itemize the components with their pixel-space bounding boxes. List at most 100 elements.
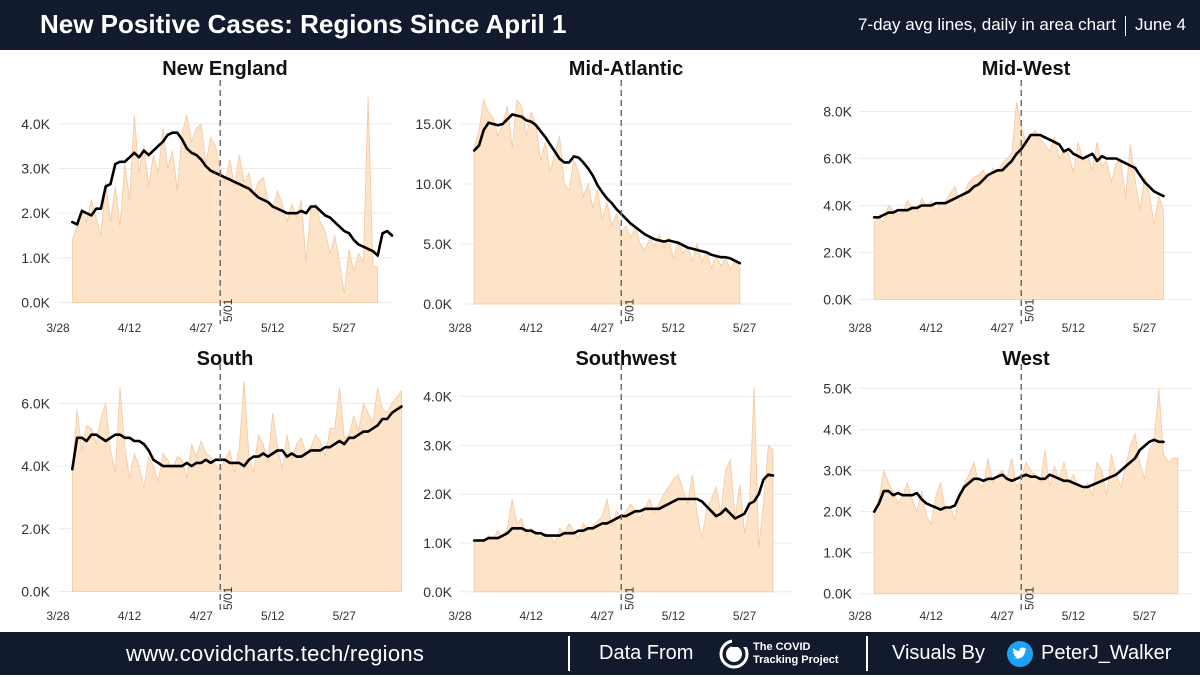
- visuals-by-label: Visuals By: [892, 642, 986, 664]
- x-tick-label: 4/27: [991, 609, 1015, 623]
- reference-line-label: 5/01: [1022, 298, 1036, 322]
- y-tick-label: 0.0K: [21, 583, 50, 599]
- x-tick-label: 4/12: [519, 609, 543, 623]
- daily-cases-area: [71, 96, 379, 303]
- y-tick-label: 0.0K: [423, 296, 452, 312]
- site-url-link[interactable]: www.covidcharts.tech/regions: [126, 641, 425, 666]
- panel-new-england: New England 0.0K 1.0K 2.0K 3.0K 4.0K 5/01 3/28 4…: [21, 58, 394, 335]
- y-tick-label: 3.0K: [423, 437, 452, 453]
- x-tick-label: 4/12: [519, 321, 543, 335]
- subtitle-divider: [1124, 15, 1126, 36]
- y-tick-label: 3.0K: [21, 160, 50, 176]
- y-tick-label: 1.0K: [21, 250, 50, 266]
- y-tick-label: 4.0K: [21, 116, 50, 132]
- y-tick-label: 2.0K: [423, 486, 452, 502]
- ctp-line-2: Tracking Project: [753, 654, 839, 666]
- y-tick-label: 4.0K: [423, 388, 452, 404]
- y-tick-label: 0.0K: [21, 295, 50, 311]
- footer-divider: [866, 636, 868, 671]
- x-tick-label: 5/12: [1062, 609, 1086, 623]
- daily-cases-area: [473, 98, 741, 305]
- x-tick-label: 4/27: [189, 609, 213, 623]
- ctp-line-1: The COVID: [753, 641, 811, 653]
- y-tick-label: 4.0K: [823, 198, 852, 214]
- subtitle-note: 7-day avg lines, daily in area chart: [857, 15, 1116, 34]
- data-from-label: Data From: [599, 642, 694, 664]
- y-tick-label: 0.0K: [823, 586, 852, 602]
- panel-west: West 0.0K 1.0K 2.0K 3.0K 4.0K 5.0K 5/01 3/28 4/12…: [823, 348, 1192, 623]
- y-tick-label: 4.0K: [823, 421, 852, 437]
- covid-tracking-project-logo[interactable]: The COVID Tracking Project: [719, 636, 844, 672]
- x-tick-label: 3/28: [46, 609, 70, 623]
- footer-bar: www.covidcharts.tech/regions Data From T…: [0, 632, 1200, 675]
- y-tick-label: 2.0K: [21, 521, 50, 537]
- seven-day-average-line: [472, 113, 742, 265]
- x-tick-label: 5/27: [733, 321, 757, 335]
- x-tick-label: 5/27: [333, 609, 357, 623]
- x-tick-label: 4/12: [919, 321, 943, 335]
- seven-day-average-line: [472, 473, 775, 542]
- y-tick-label: 4.0K: [21, 458, 50, 474]
- panel-south: South 0.0K 2.0K 4.0K 6.0K 5/01 3/28 4/12 4/27 5/1…: [21, 348, 403, 623]
- header-bar: New Positive Cases: Regions Since April …: [0, 0, 1200, 50]
- x-tick-label: 5/27: [1133, 609, 1157, 623]
- covid-tracking-project-name: The COVID Tracking Project: [753, 641, 839, 667]
- panel-title: Southwest: [575, 348, 676, 370]
- x-tick-label: 5/12: [261, 321, 285, 335]
- daily-cases-area: [873, 388, 1179, 595]
- reference-line-label: 5/01: [1022, 586, 1036, 610]
- y-tick-label: 1.0K: [823, 545, 852, 561]
- subtitle-date: June 4: [1134, 15, 1186, 34]
- y-tick-label: 10.0K: [415, 176, 452, 192]
- seven-day-average-line: [71, 131, 394, 257]
- page-subtitle: 7-day avg lines, daily in area chart June…: [858, 15, 1186, 36]
- panel-title: West: [1002, 348, 1050, 370]
- y-tick-label: 5.0K: [423, 236, 452, 252]
- panel-mid-west: Mid-West 0.0K 2.0K 4.0K 6.0K 8.0K 5/01 3/28 4/12…: [823, 58, 1192, 335]
- x-tick-label: 4/27: [591, 321, 615, 335]
- x-tick-label: 5/27: [1133, 321, 1157, 335]
- covid-tracking-project-icon: [719, 638, 749, 669]
- x-tick-label: 4/27: [189, 321, 213, 335]
- x-tick-label: 3/28: [448, 609, 472, 623]
- daily-cases-area: [71, 381, 402, 592]
- twitter-handle[interactable]: PeterJ_Walker: [1041, 642, 1172, 664]
- daily-cases-area: [473, 386, 774, 593]
- x-tick-label: 4/12: [118, 321, 142, 335]
- panel-title: South: [197, 348, 254, 370]
- y-tick-label: 1.0K: [423, 535, 452, 551]
- x-tick-label: 5/27: [333, 321, 357, 335]
- reference-line-label: 5/01: [622, 586, 636, 610]
- twitter-icon[interactable]: [1007, 641, 1033, 667]
- x-tick-label: 3/28: [46, 321, 70, 335]
- small-multiples-chart: New England 0.0K 1.0K 2.0K 3.0K 4.0K 5/01 3/28 4…: [21, 58, 1192, 623]
- x-tick-label: 4/27: [591, 609, 615, 623]
- x-tick-label: 3/28: [848, 321, 872, 335]
- panel-title: Mid-West: [982, 58, 1071, 80]
- y-tick-label: 15.0K: [415, 116, 452, 132]
- panel-mid-atlantic: Mid-Atlantic 0.0K 5.0K 10.0K 15.0K 5/01 3/28 4/…: [415, 58, 792, 335]
- x-tick-label: 5/12: [662, 321, 686, 335]
- x-tick-label: 4/27: [991, 321, 1015, 335]
- reference-line-label: 5/01: [221, 298, 235, 322]
- y-tick-label: 2.0K: [21, 205, 50, 221]
- y-tick-label: 3.0K: [823, 463, 852, 479]
- seven-day-average-line: [872, 438, 1165, 513]
- y-tick-label: 2.0K: [823, 245, 852, 261]
- seven-day-average-line: [872, 133, 1165, 219]
- y-tick-label: 0.0K: [823, 292, 852, 308]
- panel-title: New England: [162, 58, 288, 80]
- y-tick-label: 6.0K: [823, 151, 852, 167]
- y-tick-label: 6.0K: [21, 395, 50, 411]
- daily-cases-area: [873, 102, 1164, 300]
- x-tick-label: 4/12: [118, 609, 142, 623]
- x-tick-label: 5/12: [1062, 321, 1086, 335]
- x-tick-label: 3/28: [848, 609, 872, 623]
- panel-title: Mid-Atlantic: [569, 58, 683, 80]
- x-tick-label: 3/28: [448, 321, 472, 335]
- y-tick-label: 5.0K: [823, 380, 852, 396]
- page-title: New Positive Cases: Regions Since April …: [40, 9, 567, 39]
- seven-day-average-line: [71, 405, 403, 471]
- y-tick-label: 2.0K: [823, 504, 852, 520]
- panel-southwest: Southwest 0.0K 1.0K 2.0K 3.0K 4.0K 5/01 3/28 4/1…: [423, 348, 792, 623]
